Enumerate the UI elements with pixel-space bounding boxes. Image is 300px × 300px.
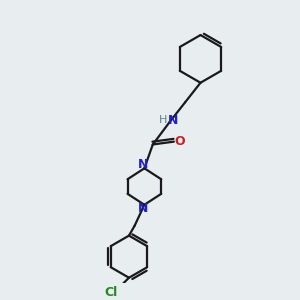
Text: Cl: Cl <box>104 286 117 299</box>
Text: N: N <box>138 158 148 171</box>
Text: O: O <box>175 135 185 148</box>
Text: N: N <box>168 114 178 127</box>
Text: N: N <box>138 202 148 214</box>
Text: H: H <box>159 115 168 125</box>
